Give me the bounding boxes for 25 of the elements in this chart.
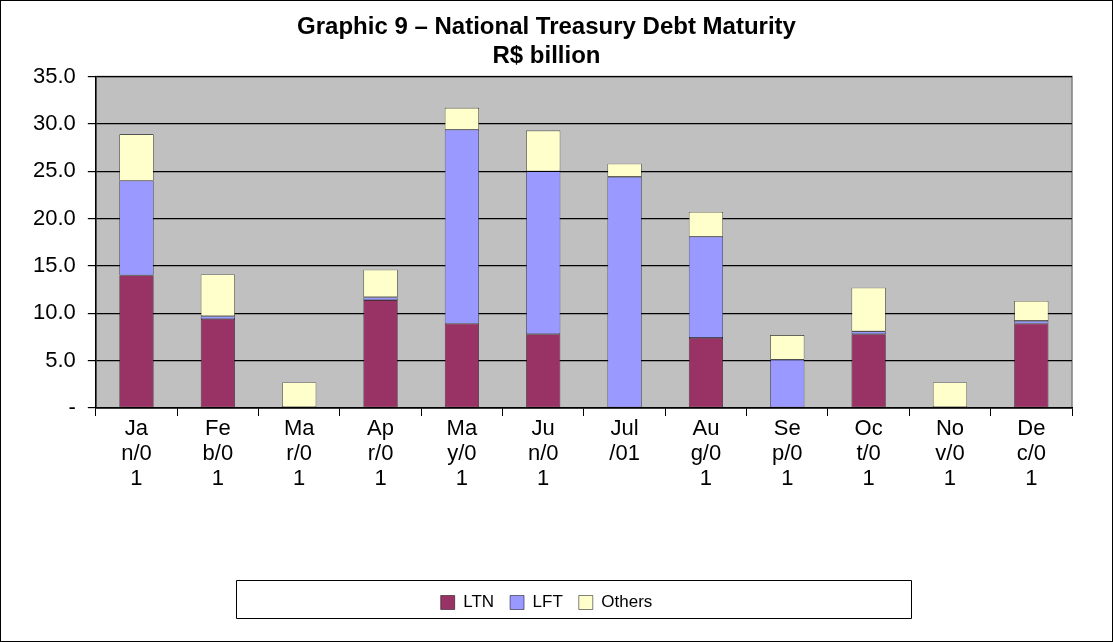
- x-tick-label: Jan/01: [121, 414, 152, 491]
- y-tick-label: 35.0: [32, 62, 76, 88]
- x-tick-label: Apr/01: [367, 414, 394, 491]
- legend-label: LFT: [532, 592, 563, 612]
- x-tick-label: Aug/01: [690, 414, 722, 491]
- x-tick-label: Jun/01: [527, 414, 559, 491]
- x-tick-label: Sep/01: [771, 414, 803, 491]
- y-tick-label: 25.0: [32, 157, 76, 183]
- legend-label: Others: [601, 592, 653, 612]
- x-tick-label: Feb/01: [202, 414, 234, 491]
- y-tick-label: 15.0: [32, 252, 76, 278]
- x-tick-label: Mar/01: [283, 414, 316, 491]
- y-tick-label: 10.0: [32, 299, 76, 325]
- y-tick-label: 5.0: [45, 346, 76, 372]
- x-tick-label: Dec/01: [1016, 414, 1047, 491]
- chart-subtitle: R$ billion: [492, 40, 601, 68]
- x-tick-label: May/01: [446, 414, 478, 491]
- x-tick-label: Nov/01: [935, 414, 965, 491]
- x-tick-label: Oct/01: [854, 414, 883, 491]
- legend-label: LTN: [463, 592, 495, 612]
- chart-title: Graphic 9 – National Treasury Debt Maturity: [297, 12, 797, 40]
- y-tick-label: -: [68, 394, 76, 420]
- x-tick-label: Jul/01: [609, 414, 640, 466]
- y-tick-label: 20.0: [32, 204, 76, 230]
- y-tick-label: 30.0: [32, 110, 76, 136]
